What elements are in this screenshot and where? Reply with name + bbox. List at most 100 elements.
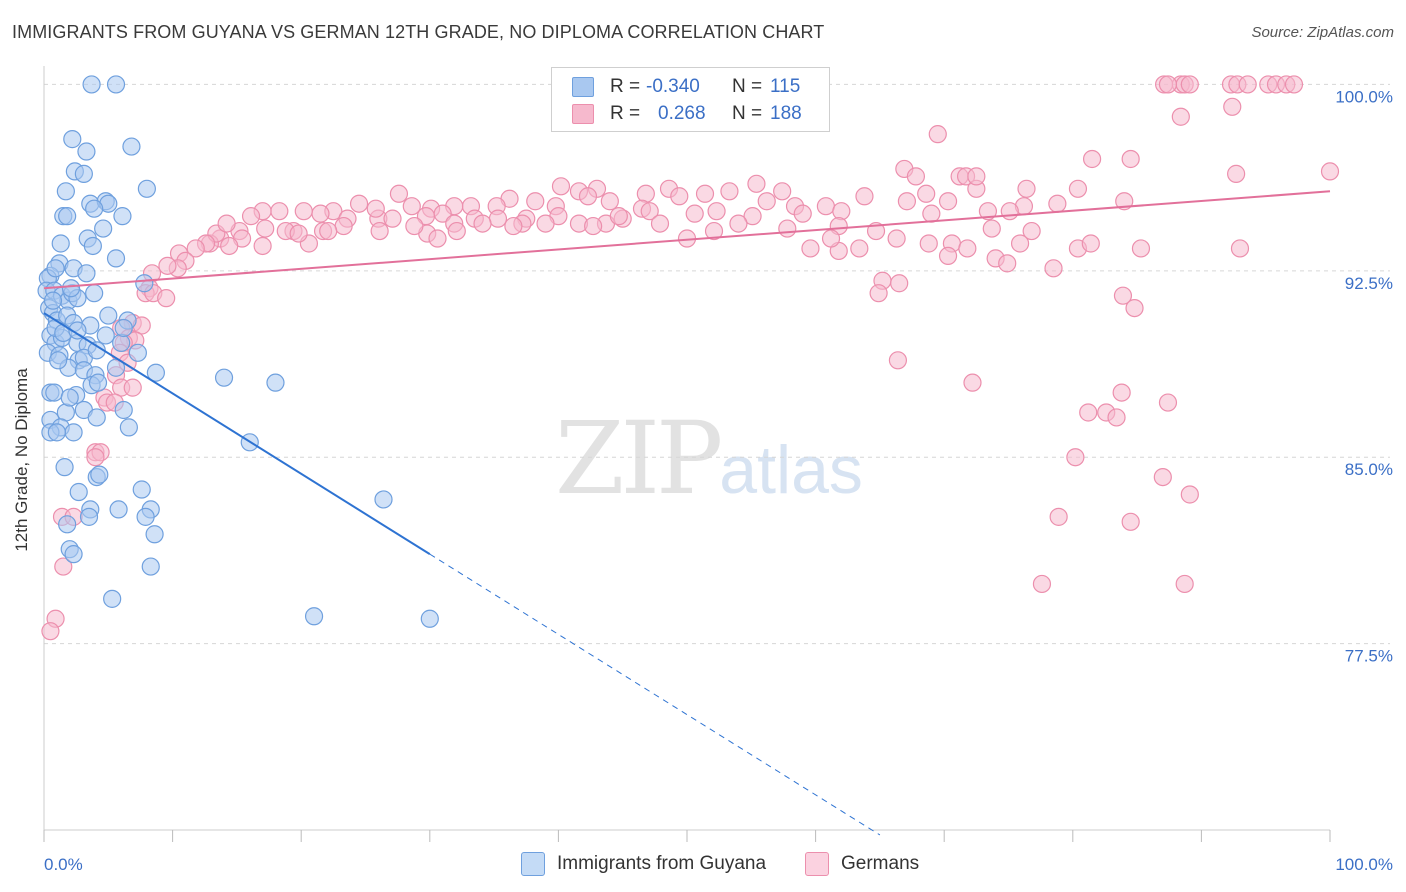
data-point-germans [217, 214, 236, 233]
trend-line-germans [43, 190, 1331, 290]
data-point-guyana [68, 321, 87, 340]
data-point-germans [1048, 194, 1067, 213]
data-point-germans [504, 216, 523, 236]
data-point-germans [963, 373, 982, 392]
data-point-germans [1125, 298, 1144, 318]
data-point-guyana [51, 234, 70, 253]
data-point-germans [938, 246, 958, 266]
data-point-germans [729, 214, 748, 233]
x-tick-label: 100.0% [1335, 855, 1393, 874]
data-point-germans [890, 274, 909, 293]
data-point-germans [1017, 179, 1036, 198]
data-point-germans [1121, 149, 1140, 169]
legend-row-germans: R = 0.268 N = 188 [572, 101, 802, 127]
data-point-germans [650, 214, 670, 233]
data-point-guyana [128, 343, 147, 362]
data-point-germans [253, 236, 272, 256]
data-point-germans [922, 204, 941, 223]
bottom-legend-germans[interactable]: Germans [805, 852, 919, 876]
x-tick-label: 0.0% [44, 855, 83, 874]
data-point-germans [311, 204, 330, 223]
data-point-germans [998, 254, 1017, 273]
data-point-guyana [77, 142, 96, 161]
data-point-germans [473, 214, 492, 233]
data-point-germans [695, 184, 715, 203]
data-point-germans [1032, 574, 1052, 594]
data-point-germans [938, 192, 958, 211]
data-point-guyana [132, 480, 151, 499]
data-point-germans [1171, 107, 1190, 126]
data-point-guyana [141, 557, 160, 576]
data-point-germans [1113, 286, 1133, 305]
data-point-germans [982, 219, 1001, 238]
data-point-guyana [69, 482, 88, 502]
y-tick-label: 77.5% [1345, 647, 1393, 666]
data-point-germans [1180, 75, 1199, 94]
axes [43, 66, 1331, 842]
data-point-guyana [119, 418, 138, 437]
data-point-germans [270, 202, 289, 221]
data-point-guyana [103, 589, 122, 608]
data-point-guyana [137, 179, 156, 198]
guyana-points [37, 75, 439, 628]
data-point-guyana [106, 249, 126, 268]
data-point-guyana [85, 284, 104, 303]
data-point-germans [289, 224, 308, 243]
legend-n-value: 188 [770, 103, 802, 124]
data-point-germans [704, 221, 724, 241]
data-point-guyana [82, 75, 101, 94]
data-point-germans [1082, 149, 1102, 169]
data-point-germans [1022, 221, 1041, 241]
data-point-germans [816, 197, 835, 216]
data-point-guyana [145, 525, 164, 544]
data-point-germans [1049, 507, 1068, 526]
legend-swatch-germans [805, 852, 829, 876]
data-point-guyana [87, 408, 106, 427]
data-point-germans [919, 234, 938, 253]
watermark-zip: ZIP [555, 400, 723, 517]
data-point-guyana [46, 259, 65, 278]
data-point-guyana [136, 507, 155, 526]
data-point-germans [1010, 234, 1030, 253]
bottom-legend-guyana[interactable]: Immigrants from Guyana [521, 852, 766, 876]
data-point-germans [389, 184, 409, 203]
trend-line-guyana-extension [429, 553, 881, 836]
data-point-germans [747, 174, 766, 193]
data-point-guyana [64, 423, 83, 442]
data-point-germans [720, 182, 739, 201]
data-point-germans [1284, 75, 1304, 94]
data-point-germans [488, 209, 508, 228]
y-tick-label: 85.0% [1345, 460, 1393, 479]
data-point-guyana [79, 507, 99, 526]
data-point-guyana [58, 515, 77, 534]
data-point-guyana [55, 458, 74, 477]
data-point-germans [743, 207, 762, 226]
legend-r-label: R = [610, 103, 641, 124]
legend-r-label: R = [610, 76, 641, 97]
data-point-germans [609, 207, 628, 226]
data-point-germans [256, 219, 275, 238]
data-point-germans [584, 216, 603, 236]
data-point-guyana [58, 207, 77, 226]
legend-n-value: 115 [770, 76, 801, 97]
legend-n-label: N = [732, 76, 763, 97]
data-point-guyana [45, 383, 64, 402]
data-point-germans [447, 221, 466, 241]
data-point-germans [1158, 393, 1178, 412]
data-point-guyana [304, 607, 324, 626]
data-point-germans [793, 204, 812, 223]
data-point-germans [1044, 259, 1063, 278]
data-point-guyana [106, 75, 126, 94]
data-point-guyana [214, 368, 234, 387]
chart-source: Source: ZipAtlas.com [1251, 24, 1394, 41]
data-point-guyana [146, 363, 165, 382]
data-point-germans [578, 187, 598, 206]
data-point-guyana [85, 199, 104, 218]
tick-labels: 77.5% 85.0% 92.5% 100.0% 0.0% 100.0% [44, 87, 1393, 874]
data-point-guyana [112, 333, 131, 352]
data-point-germans [888, 351, 908, 370]
data-point-guyana [113, 207, 132, 226]
data-point-guyana [96, 326, 115, 345]
data-point-guyana [83, 236, 102, 256]
